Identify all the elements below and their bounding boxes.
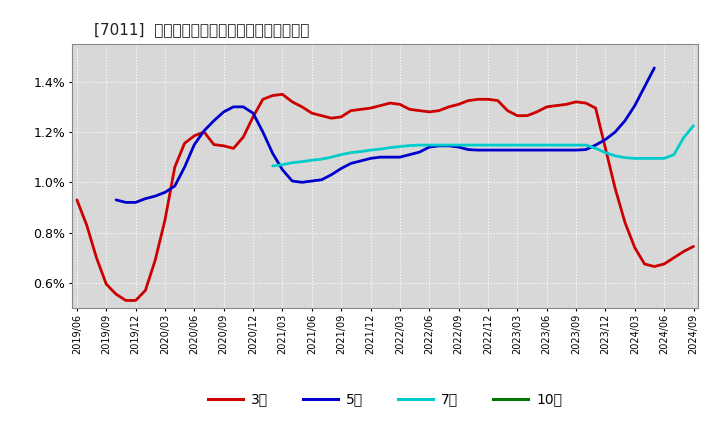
Legend: 3年, 5年, 7年, 10年: 3年, 5年, 7年, 10年 — [203, 387, 567, 412]
Text: [7011]  当期純利益マージンの標準偏差の推移: [7011] 当期純利益マージンの標準偏差の推移 — [94, 22, 309, 37]
